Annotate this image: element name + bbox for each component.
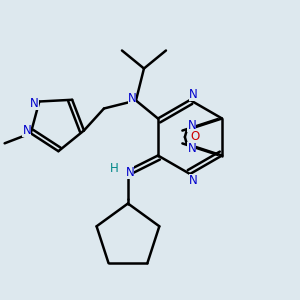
Text: H: H: [110, 162, 118, 175]
Text: N: N: [30, 97, 39, 110]
Text: N: N: [189, 88, 197, 100]
Text: N: N: [22, 124, 31, 137]
Text: N: N: [188, 142, 196, 154]
Text: N: N: [126, 166, 134, 179]
Text: N: N: [128, 92, 136, 105]
Text: N: N: [188, 119, 196, 132]
Text: N: N: [189, 173, 197, 187]
Text: O: O: [190, 130, 200, 143]
